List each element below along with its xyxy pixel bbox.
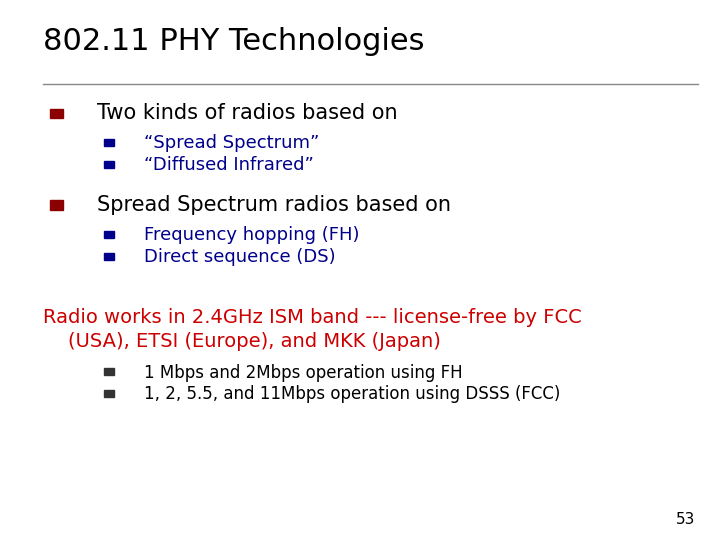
Text: “Diffused Infrared”: “Diffused Infrared” (144, 156, 314, 174)
Text: Radio works in 2.4GHz ISM band --- license-free by FCC: Radio works in 2.4GHz ISM band --- licen… (43, 308, 582, 327)
Text: 53: 53 (675, 511, 695, 526)
Bar (104, 161, 114, 168)
Bar (50, 200, 63, 210)
Bar (104, 253, 114, 260)
Text: 1 Mbps and 2Mbps operation using FH: 1 Mbps and 2Mbps operation using FH (144, 363, 463, 382)
Text: Spread Spectrum radios based on: Spread Spectrum radios based on (97, 195, 451, 215)
Text: Two kinds of radios based on: Two kinds of radios based on (97, 103, 398, 124)
Text: “Spread Spectrum”: “Spread Spectrum” (144, 134, 320, 152)
Text: 802.11 PHY Technologies: 802.11 PHY Technologies (43, 27, 425, 56)
Text: Frequency hopping (FH): Frequency hopping (FH) (144, 226, 359, 244)
Bar (104, 139, 114, 146)
Text: 1, 2, 5.5, and 11Mbps operation using DSSS (FCC): 1, 2, 5.5, and 11Mbps operation using DS… (144, 385, 560, 403)
Text: Direct sequence (DS): Direct sequence (DS) (144, 247, 336, 266)
Bar (104, 368, 114, 375)
Bar (104, 390, 114, 397)
Text: (USA), ETSI (Europe), and MKK (Japan): (USA), ETSI (Europe), and MKK (Japan) (43, 332, 441, 351)
Bar (104, 231, 114, 238)
Bar (50, 109, 63, 118)
